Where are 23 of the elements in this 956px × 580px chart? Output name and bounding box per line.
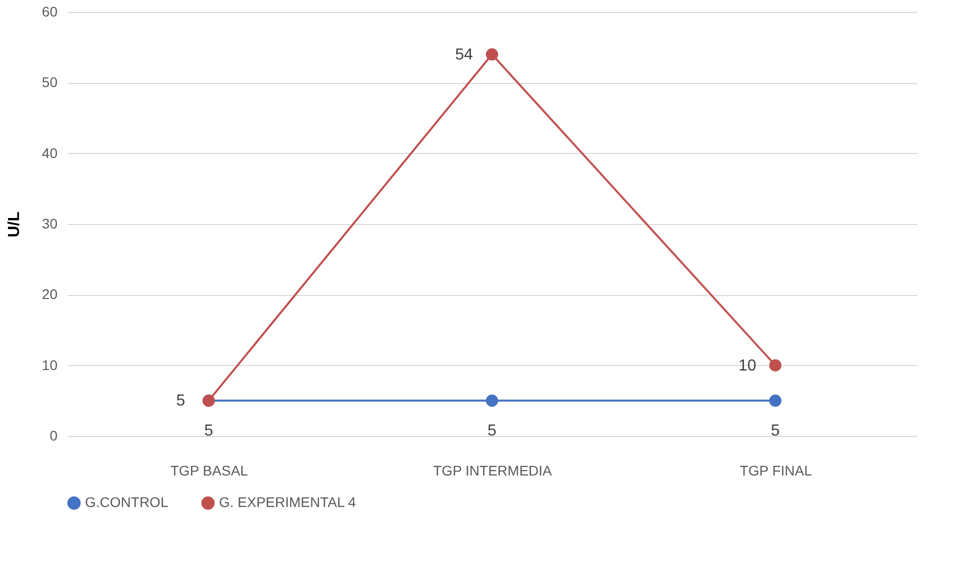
y-tick-label: 40 [42,144,58,161]
legend-label: G. EXPERIMENTAL 4 [219,494,356,510]
point [486,48,498,61]
y-tick-label: 20 [42,286,58,302]
y-tick-label: 10 [42,356,58,373]
y-tick-label: 50 [42,74,58,90]
point [769,394,782,407]
data-label: 5 [488,422,497,440]
data-label: 5 [204,422,214,440]
y-tick-label: 30 [42,216,58,232]
y-tick-label: 60 [42,4,58,20]
y-axis-title: U/L [6,211,23,238]
data-label: 5 [176,392,186,410]
x-tick-label: TGP BASAL [170,462,248,478]
legend-label: G.CONTROL [85,494,168,510]
x-tick-label: TGP FINAL [740,462,812,478]
point [769,359,782,372]
y-tick-label: 0 [50,428,58,444]
x-tick-label: TGP INTERMEDIA [433,462,553,478]
data-label: 5 [770,422,780,440]
data-label: 54 [455,46,473,64]
data-label: 10 [738,357,756,374]
point [486,394,498,407]
